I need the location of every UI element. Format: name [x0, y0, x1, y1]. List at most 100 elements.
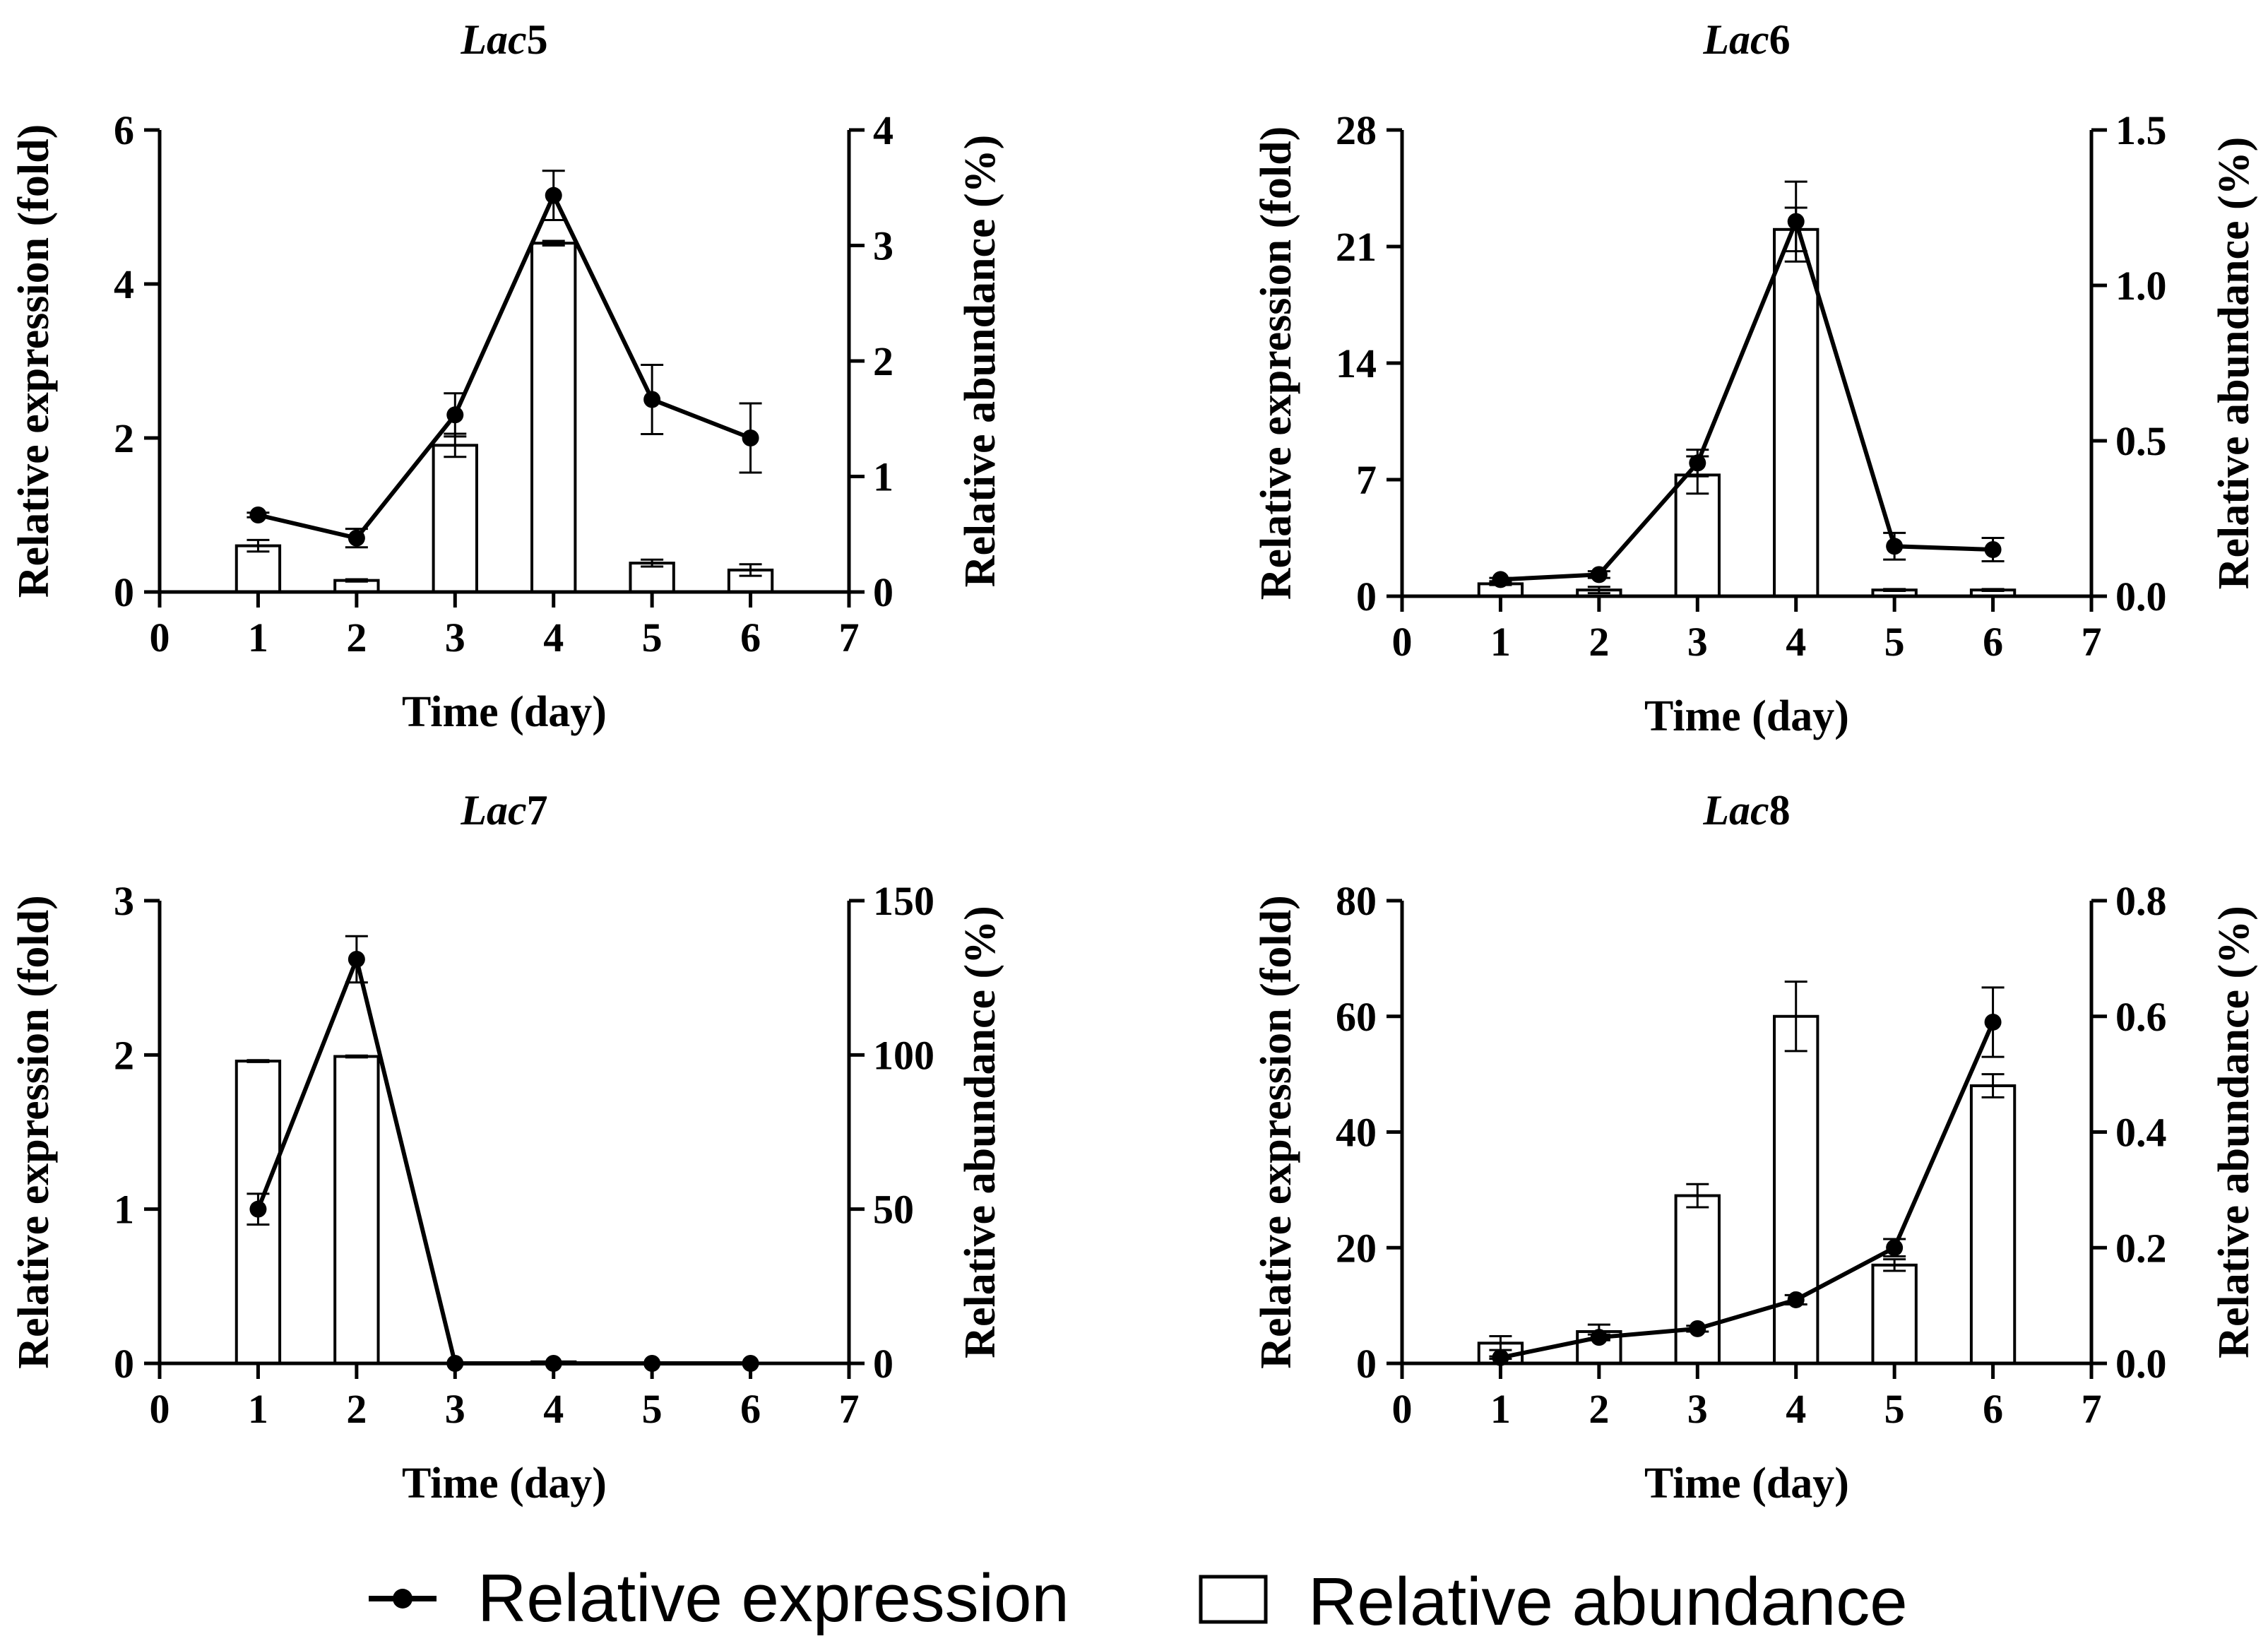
y-right-tick-label: 100 [873, 1032, 934, 1078]
y-left-tick-label: 7 [1356, 457, 1377, 503]
y-right-tick-label: 1.5 [2115, 107, 2167, 153]
y-right-tick-label: 0.2 [2115, 1225, 2167, 1271]
expression-line [1500, 1021, 1995, 1360]
panel-title: Lac6 [1702, 16, 1790, 63]
x-tick-label: 2 [346, 615, 367, 660]
expression-point [545, 186, 562, 204]
x-axis-label: Time (day) [402, 688, 607, 736]
y-left-tick-label: 20 [1336, 1225, 1377, 1271]
expression-point [348, 950, 365, 968]
y-left-tick-label: 1 [114, 1187, 134, 1233]
panel-title: Lac7 [460, 787, 547, 834]
y-left-tick-label: 2 [114, 1032, 134, 1078]
expression-point [1787, 1291, 1805, 1308]
x-tick-label: 0 [1392, 1386, 1413, 1432]
y-right-tick-label: 150 [873, 878, 934, 924]
panel-title-number: 7 [527, 787, 548, 834]
expression-point [348, 529, 365, 547]
x-tick-label: 4 [543, 1386, 564, 1432]
x-tick-label: 3 [445, 1386, 465, 1432]
x-tick-label: 1 [248, 1386, 268, 1432]
y-left-tick-label: 6 [114, 107, 134, 153]
x-axis-label: Time (day) [402, 1459, 607, 1507]
x-tick-label: 3 [1687, 619, 1708, 665]
y-right-tick-label: 2 [873, 338, 893, 384]
panel-title-number: 5 [527, 16, 548, 63]
legend-expression-label: Relative expression [477, 1560, 1069, 1636]
expression-point [1787, 213, 1805, 230]
expression-point [1689, 454, 1706, 472]
x-tick-label: 6 [740, 1386, 761, 1432]
y-right-tick-label: 0.4 [2115, 1110, 2167, 1156]
abundance-bar [234, 544, 282, 593]
x-tick-label: 5 [1884, 1386, 1905, 1432]
y-left-tick-label: 0 [114, 1341, 134, 1387]
x-tick-label: 2 [1589, 1386, 1609, 1432]
abundance-bar [432, 444, 478, 593]
x-tick-label: 2 [1589, 619, 1609, 665]
x-tick-label: 7 [2082, 619, 2102, 665]
expression-point [1492, 571, 1509, 588]
y-left-axis-label: Relative expression (fold) [1252, 895, 1300, 1368]
legend-dot-marker [393, 1589, 412, 1609]
expression-point [1886, 538, 1904, 555]
x-tick-label: 5 [642, 615, 663, 660]
abundance-bar [1871, 1263, 1918, 1365]
abundance-bar [333, 1055, 380, 1365]
y-left-tick-label: 28 [1336, 107, 1377, 153]
y-right-tick-label: 3 [873, 223, 893, 269]
x-tick-label: 0 [150, 615, 170, 660]
x-tick-label: 6 [1983, 619, 2003, 665]
abundance-bar [629, 562, 675, 593]
x-tick-label: 5 [1884, 619, 1905, 665]
legend: Relative expression Relative abundance [369, 1560, 1908, 1640]
x-tick-label: 0 [150, 1386, 170, 1432]
expression-point [446, 406, 464, 424]
x-tick-label: 6 [1983, 1386, 2003, 1432]
y-left-tick-label: 14 [1336, 340, 1377, 386]
abundance-bar [1674, 1194, 1721, 1365]
x-tick-label: 6 [740, 615, 761, 660]
expression-point [249, 1200, 267, 1218]
y-left-tick-label: 4 [114, 261, 134, 307]
y-right-tick-label: 0 [873, 1341, 893, 1387]
expression-line [1500, 215, 1993, 582]
y-left-tick-label: 0 [1356, 1341, 1377, 1387]
panel-title-gene: Lac [460, 16, 526, 63]
abundance-bar [1969, 1084, 2017, 1365]
x-tick-label: 7 [839, 1386, 860, 1432]
y-right-tick-label: 50 [873, 1187, 914, 1233]
x-tick-label: 7 [2082, 1386, 2102, 1432]
y-left-axis-label: Relative expression (fold) [10, 895, 58, 1368]
x-tick-label: 1 [248, 615, 268, 660]
y-right-axis-label: Relative abundance (%) [2210, 137, 2258, 590]
expression-point [1590, 566, 1608, 583]
y-left-tick-label: 21 [1336, 224, 1377, 270]
x-tick-label: 1 [1490, 1386, 1511, 1432]
y-right-tick-label: 0.0 [2115, 574, 2167, 620]
x-tick-label: 4 [1786, 1386, 1806, 1432]
legend-bar-marker [1199, 1575, 1268, 1624]
panel-title-gene: Lac [1702, 16, 1769, 63]
y-left-tick-label: 40 [1336, 1110, 1377, 1156]
y-left-axis-label: Relative expression (fold) [1252, 126, 1300, 600]
y-left-tick-label: 0 [114, 569, 134, 615]
y-left-tick-label: 3 [114, 878, 134, 924]
x-tick-label: 5 [642, 1386, 663, 1432]
y-left-axis-label: Relative expression (fold) [10, 124, 58, 598]
y-right-tick-label: 0.5 [2115, 418, 2167, 464]
y-right-tick-label: 1.0 [2115, 263, 2167, 309]
y-right-axis-label: Relative abundance (%) [956, 906, 1004, 1358]
y-left-tick-label: 0 [1356, 574, 1377, 620]
panel-title-gene: Lac [460, 787, 526, 834]
y-right-tick-label: 0.6 [2115, 994, 2167, 1040]
expression-point [1590, 1329, 1608, 1346]
panel-title: Lac8 [1702, 787, 1790, 834]
x-tick-label: 1 [1490, 619, 1511, 665]
y-right-tick-label: 1 [873, 454, 893, 500]
y-left-tick-label: 60 [1336, 994, 1377, 1040]
